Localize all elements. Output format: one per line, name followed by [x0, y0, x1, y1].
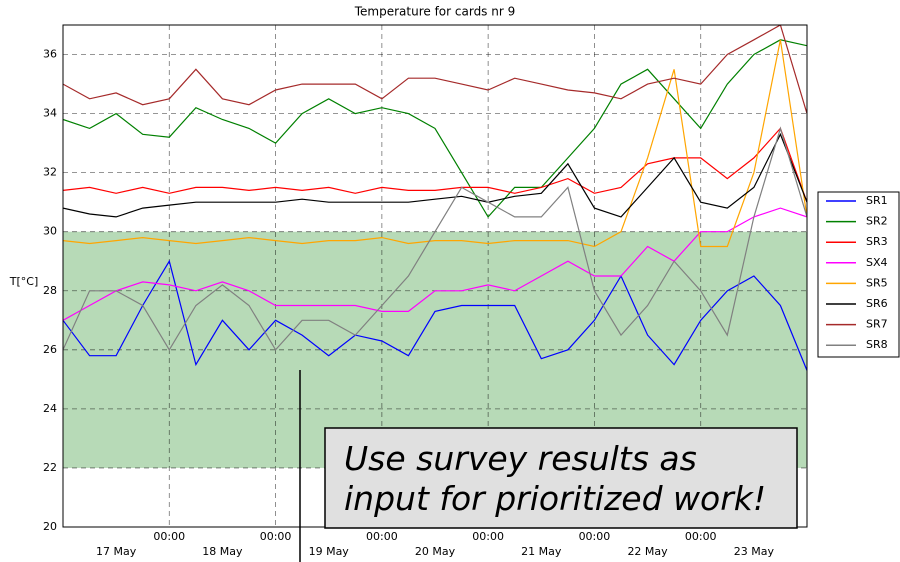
series-line — [63, 259, 807, 371]
x-tick-label: 00:00 — [579, 530, 611, 543]
series-line — [63, 126, 807, 351]
y-tick-label: 34 — [43, 107, 57, 120]
series-line — [63, 207, 807, 321]
y-tick-label: 26 — [43, 343, 57, 356]
series-line — [63, 132, 807, 218]
y-tick-label: 20 — [43, 520, 57, 533]
series-line — [63, 127, 807, 203]
y-axis-label: T[°C] — [9, 275, 38, 288]
annotation-text: Use survey results as — [344, 439, 697, 478]
y-tick-label: 36 — [43, 48, 57, 61]
y-tick-label: 22 — [43, 461, 57, 474]
series-line — [63, 39, 807, 218]
x-tick-label: 00:00 — [366, 530, 398, 543]
legend-label: SR5 — [866, 276, 888, 289]
x-day-label: 19 May — [309, 545, 350, 558]
series-line — [63, 39, 807, 248]
legend-label: SR6 — [866, 297, 888, 310]
x-tick-label: 00:00 — [685, 530, 717, 543]
legend-label: SR7 — [866, 318, 888, 331]
legend — [817, 191, 900, 358]
annotation-text: input for prioritized work! — [344, 479, 766, 518]
series-line — [63, 25, 807, 114]
annotation-box — [324, 427, 798, 529]
y-tick-label: 32 — [43, 166, 57, 179]
y-tick-label: 28 — [43, 284, 57, 297]
legend-label: SR3 — [866, 235, 888, 248]
x-day-label: 23 May — [734, 545, 775, 558]
x-tick-label: 00:00 — [260, 530, 292, 543]
x-tick-label: 00:00 — [472, 530, 504, 543]
x-day-label: 21 May — [521, 545, 562, 558]
legend-label: SR8 — [866, 338, 888, 351]
legend-label: SR1 — [866, 194, 888, 207]
y-tick-label: 24 — [43, 402, 57, 415]
x-day-label: 20 May — [415, 545, 456, 558]
x-day-label: 18 May — [202, 545, 243, 558]
chart-title: Temperature for cards nr 9 — [354, 5, 516, 19]
legend-label: SR2 — [866, 215, 888, 228]
x-day-label: 17 May — [96, 545, 137, 558]
legend-label: SX4 — [866, 256, 888, 269]
y-tick-label: 30 — [43, 225, 57, 238]
x-day-label: 22 May — [627, 545, 668, 558]
x-tick-label: 00:00 — [153, 530, 185, 543]
